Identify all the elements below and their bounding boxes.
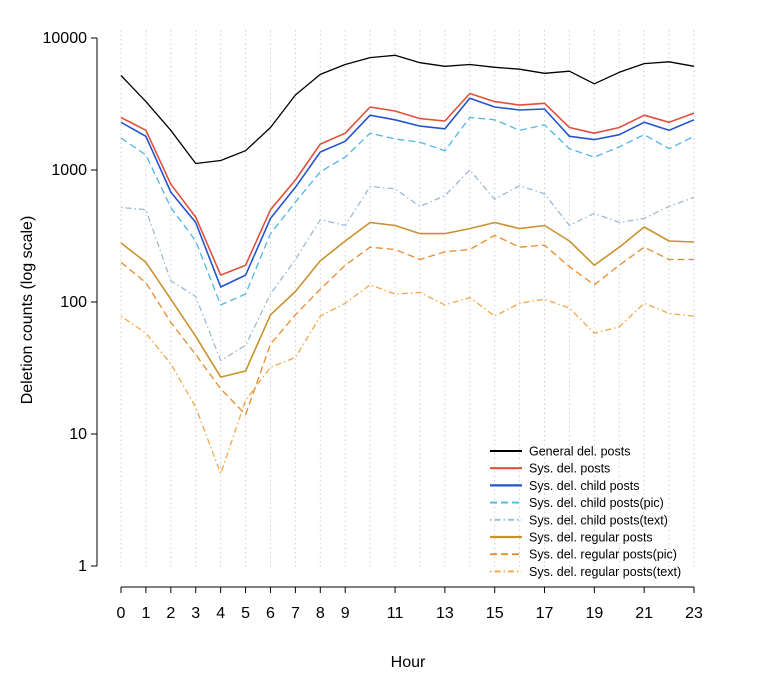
series-line-2 — [120, 97, 695, 288]
x-tick-label-17: 17 — [536, 605, 554, 622]
x-tick-label-8: 8 — [316, 605, 325, 622]
series-line-6 — [120, 234, 694, 416]
legend-label-1: Sys. del. posts — [529, 462, 610, 476]
x-tick-label-7: 7 — [291, 605, 300, 622]
x-tick-label-4: 4 — [216, 605, 225, 622]
x-tick-label-15: 15 — [486, 605, 504, 622]
x-tick-label-5: 5 — [241, 605, 250, 622]
legend-label-0: General del. posts — [529, 445, 630, 459]
x-tick-label-19: 19 — [585, 605, 603, 622]
x-tick-label-0: 0 — [117, 605, 126, 622]
legend-label-7: Sys. del. regular posts(text) — [529, 565, 681, 579]
y-tick-label-4: 10000 — [43, 30, 88, 47]
x-tick-label-6: 6 — [266, 605, 275, 622]
series-line-0 — [120, 54, 695, 165]
x-tick-label-1: 1 — [141, 605, 150, 622]
y-axis-title: Deletion counts (log scale) — [19, 216, 36, 405]
legend-label-4: Sys. del. child posts(text) — [529, 513, 668, 527]
series-line-7 — [120, 284, 695, 475]
legend-label-2: Sys. del. child posts — [529, 479, 639, 493]
x-tick-label-2: 2 — [166, 605, 175, 622]
series-line-5 — [120, 221, 695, 378]
x-tick-label-9: 9 — [341, 605, 350, 622]
x-tick-label-21: 21 — [635, 605, 653, 622]
x-tick-label-3: 3 — [191, 605, 200, 622]
legend-label-3: Sys. del. child posts(pic) — [529, 496, 664, 510]
x-tick-label-13: 13 — [436, 605, 454, 622]
legend-label-6: Sys. del. regular posts(pic) — [529, 548, 677, 562]
legend-label-5: Sys. del. regular posts — [529, 531, 653, 545]
x-tick-label-23: 23 — [685, 605, 703, 622]
y-axis-ticks: 1 10 100 1000 10000 — [43, 30, 97, 575]
series-line-1 — [120, 92, 695, 276]
series-lines — [120, 54, 695, 475]
y-tick-label-2: 100 — [60, 294, 87, 311]
legend: General del. posts Sys. del. posts Sys. de… — [490, 445, 681, 579]
series-line-3 — [120, 116, 695, 306]
y-tick-label-1: 10 — [69, 426, 87, 443]
x-axis-ticks: 0 1 2 3 4 5 6 7 8 9 11 13 15 17 19 21 23 — [117, 587, 703, 622]
x-tick-label-11: 11 — [387, 605, 404, 622]
x-axis-title: Hour — [391, 654, 426, 671]
y-tick-label-0: 1 — [78, 558, 87, 575]
series-line-4 — [120, 169, 695, 362]
y-tick-label-3: 1000 — [51, 162, 87, 179]
